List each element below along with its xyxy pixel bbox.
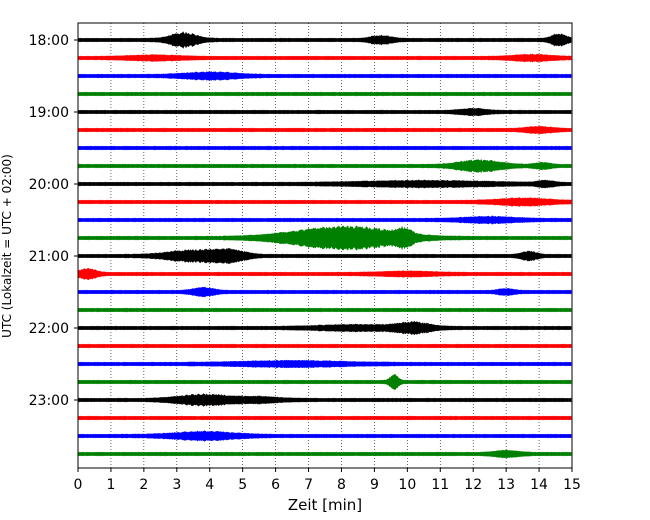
y-tick-label: 22:00 <box>29 321 69 337</box>
trace-2215 <box>77 343 572 349</box>
trace-2030 <box>77 215 572 225</box>
y-tick-label: 18:00 <box>29 33 69 49</box>
x-tick-label: 2 <box>139 477 148 493</box>
trace-1845 <box>77 91 572 97</box>
x-tick-label: 14 <box>530 477 548 493</box>
x-tick-label: 7 <box>304 477 313 493</box>
seismic-traces <box>77 31 572 459</box>
trace-2200 <box>77 321 572 335</box>
trace-2000 <box>77 179 572 189</box>
y-tick-label: 23:00 <box>29 393 69 409</box>
x-tick-label: 4 <box>205 477 214 493</box>
trace-2045 <box>77 225 572 251</box>
x-axis-ticks: 0 1 2 3 4 5 6 7 8 9 10 11 12 13 14 15 <box>74 468 581 493</box>
trace-1930 <box>77 145 572 151</box>
plot-frame <box>77 22 573 469</box>
y-tick-label: 21:00 <box>29 249 69 265</box>
y-tick-label: 20:00 <box>29 177 69 193</box>
x-tick-label: 3 <box>172 477 181 493</box>
x-tick-label: 11 <box>431 477 449 493</box>
y-axis-ticks: 18:00 19:00 20:00 21:00 22:00 23:00 <box>29 33 78 409</box>
x-tick-label: 9 <box>370 477 379 493</box>
x-tick-label: 1 <box>106 477 115 493</box>
trace-2015 <box>77 197 572 207</box>
trace-1900 <box>77 107 572 117</box>
y-axis-label: UTC (Lokalzeit = UTC + 02:00) <box>0 154 14 338</box>
x-tick-label: 12 <box>464 477 482 493</box>
x-tick-label: 0 <box>74 477 83 493</box>
trace-1915 <box>77 125 572 135</box>
trace-1815 <box>77 53 572 63</box>
x-tick-label: 8 <box>337 477 346 493</box>
y-tick-label: 19:00 <box>29 105 69 121</box>
x-tick-label: 6 <box>271 477 280 493</box>
trace-2300 <box>77 393 572 407</box>
x-tick-label: 13 <box>497 477 515 493</box>
trace-2330 <box>77 430 572 442</box>
trace-2115 <box>77 267 572 281</box>
trace-2100 <box>77 248 572 264</box>
x-tick-label: 5 <box>238 477 247 493</box>
x-tick-label: 15 <box>563 477 581 493</box>
trace-1800 <box>77 31 572 49</box>
trace-2230 <box>77 359 572 369</box>
trace-2245 <box>77 373 572 391</box>
trace-2315 <box>77 415 572 421</box>
trace-1945 <box>77 158 572 174</box>
trace-1830 <box>77 71 572 81</box>
x-axis-label: Zeit [min] <box>288 496 362 514</box>
x-tick-label: 10 <box>398 477 416 493</box>
trace-2145 <box>77 307 572 313</box>
trace-2130 <box>77 286 572 298</box>
trace-2345 <box>77 449 572 459</box>
